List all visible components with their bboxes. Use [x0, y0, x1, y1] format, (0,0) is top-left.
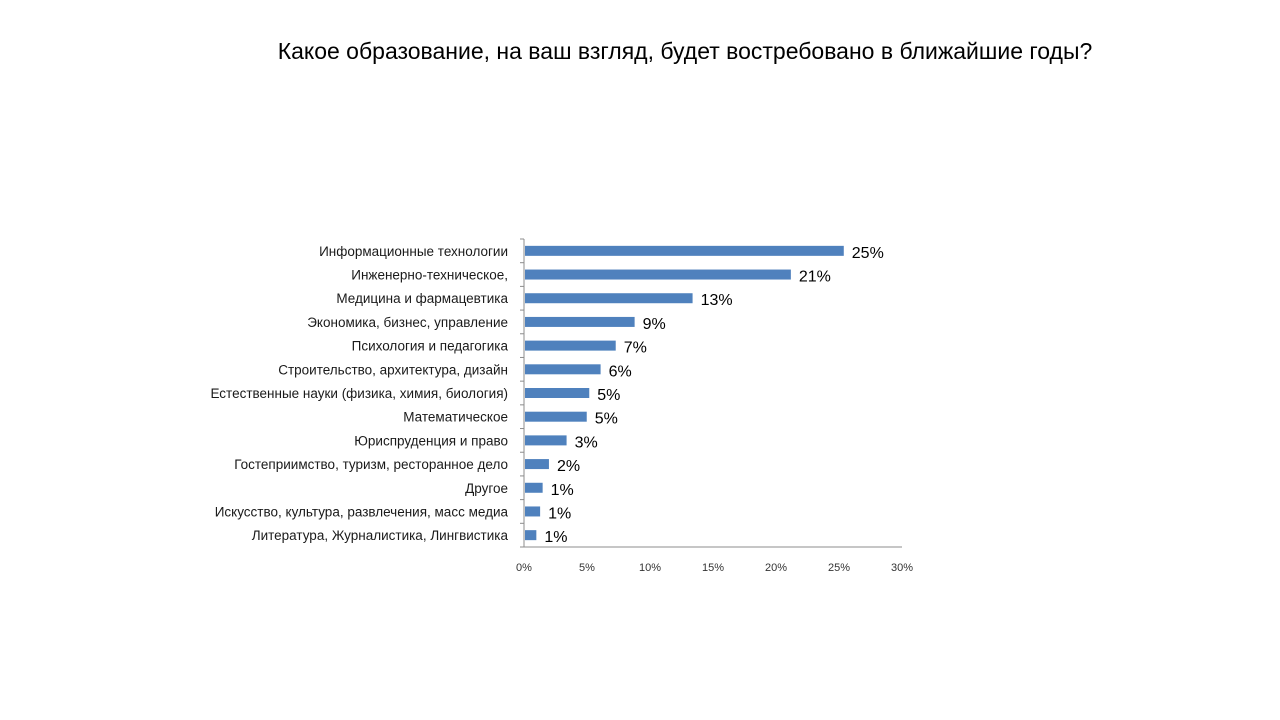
- bar: [525, 293, 693, 304]
- labels-group: Информационные технологии 25% Инженерно-те…: [210, 244, 913, 574]
- category-label: Литература, Журналистика, Лингвистика: [252, 528, 509, 543]
- axes: [520, 238, 902, 548]
- data-label: 1%: [551, 482, 574, 499]
- category-label: Инженерно-техническое,: [351, 268, 508, 283]
- x-tick-label: 0%: [516, 562, 532, 574]
- x-tick-label: 20%: [765, 562, 787, 574]
- data-label: 5%: [597, 387, 620, 404]
- bar: [525, 388, 590, 398]
- bar: [525, 435, 567, 446]
- data-label: 2%: [557, 458, 580, 475]
- bar: [525, 506, 541, 517]
- x-tick-label: 30%: [891, 562, 913, 574]
- category-label: Строительство, архитектура, дизайн: [278, 362, 508, 377]
- bar: [525, 245, 844, 256]
- data-label: 9%: [643, 316, 666, 333]
- bars-group: [525, 245, 844, 541]
- bar: [525, 364, 601, 375]
- data-label: 13%: [701, 292, 733, 309]
- x-tick-label: 10%: [639, 562, 661, 574]
- x-tick-label: 5%: [579, 562, 595, 574]
- data-label: 6%: [609, 363, 632, 380]
- data-label: 1%: [544, 529, 567, 546]
- bar: [525, 530, 537, 541]
- category-label: Медицина и фармацевтика: [336, 291, 508, 306]
- bar: [525, 316, 635, 327]
- data-label: 7%: [624, 340, 647, 357]
- category-label: Юриспруденция и право: [354, 433, 508, 448]
- x-tick-label: 15%: [702, 562, 724, 574]
- data-label: 21%: [799, 269, 831, 286]
- category-label: Психология и педагогика: [352, 339, 509, 354]
- category-label: Экономика, бизнес, управление: [307, 315, 508, 330]
- bar: [525, 340, 616, 351]
- data-label: 1%: [548, 505, 571, 522]
- data-label: 5%: [595, 411, 618, 428]
- data-label: 25%: [852, 245, 884, 262]
- bar: [525, 482, 543, 493]
- category-label: Искусство, культура, развлечения, масс м…: [215, 504, 509, 519]
- data-label: 3%: [575, 434, 598, 451]
- x-tick-label: 25%: [828, 562, 850, 574]
- category-label: Другое: [465, 481, 508, 496]
- category-label: Математическое: [403, 410, 508, 425]
- bar: [525, 411, 587, 422]
- category-label: Информационные технологии: [319, 244, 508, 259]
- category-label: Гостеприимство, туризм, ресторанное дело: [234, 457, 508, 472]
- bar: [525, 459, 549, 470]
- page-title: Какое образование, на ваш взгляд, будет …: [277, 38, 1093, 64]
- bar: [525, 269, 791, 280]
- category-label: Естественные науки (физика, химия, биоло…: [210, 386, 508, 401]
